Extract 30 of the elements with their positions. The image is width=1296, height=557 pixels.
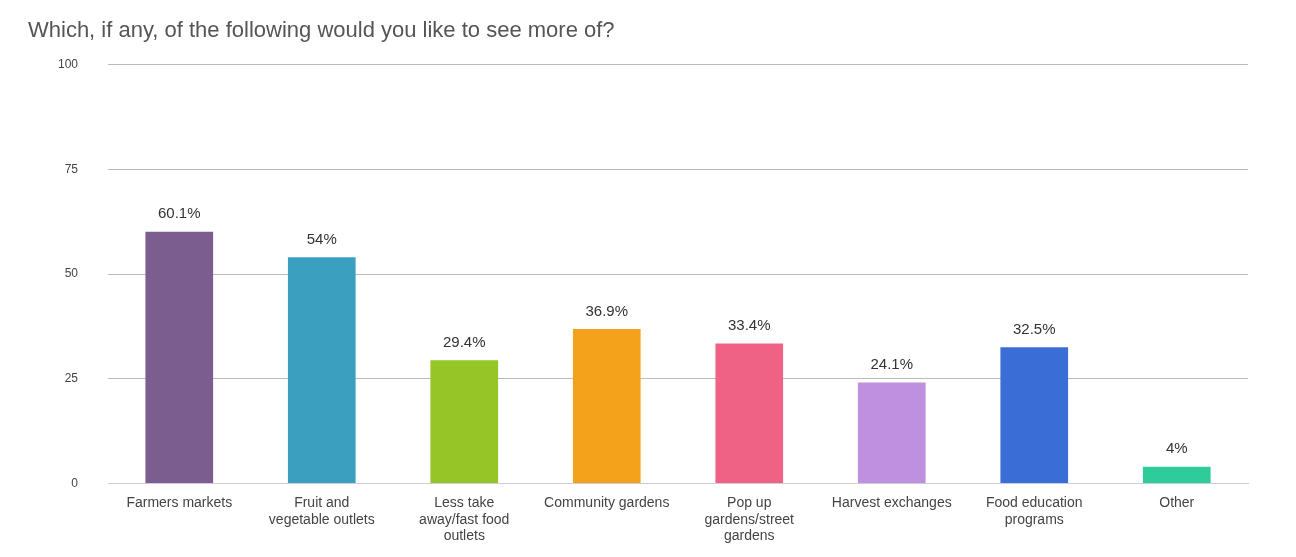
data-label: 36.9% — [585, 301, 629, 319]
data-label: 29.4% — [442, 333, 486, 350]
chart-title: Which, if any, of the following would you like to see more of? — [28, 17, 615, 43]
bar — [430, 360, 499, 484]
x-tick-label: Farmers markets — [126, 493, 233, 510]
bar — [1142, 466, 1211, 484]
data-label: 32.5% — [1012, 320, 1056, 337]
bar — [857, 382, 926, 484]
y-tick-label: 75 — [64, 161, 79, 176]
bar — [1000, 347, 1069, 484]
x-tick-label: Other — [1159, 493, 1195, 510]
data-label: 24.1% — [870, 355, 914, 373]
bar — [715, 343, 784, 484]
x-tick-label: Less take away/fast food outlets — [419, 493, 510, 544]
bar — [287, 257, 356, 484]
y-tick-label: 25 — [64, 371, 79, 386]
x-tick-label: Food education programs — [985, 493, 1083, 527]
x-tick-label: Fruit and vegetable outlets — [268, 493, 375, 527]
x-tick-label: Pop up gardens/street gardens — [704, 493, 795, 544]
data-label: 33.4% — [727, 316, 771, 334]
y-tick-label: 0 — [71, 475, 79, 490]
y-tick-label: 50 — [64, 266, 79, 281]
bar — [572, 328, 641, 484]
data-label: 54% — [306, 229, 337, 247]
x-tick-label: Community gardens — [544, 493, 670, 510]
data-label: 4% — [1165, 439, 1188, 457]
data-label: 60.1% — [158, 204, 201, 222]
x-tick-label: Harvest exchanges — [831, 493, 952, 510]
y-tick-label: 100 — [57, 56, 79, 71]
bar — [145, 231, 214, 484]
